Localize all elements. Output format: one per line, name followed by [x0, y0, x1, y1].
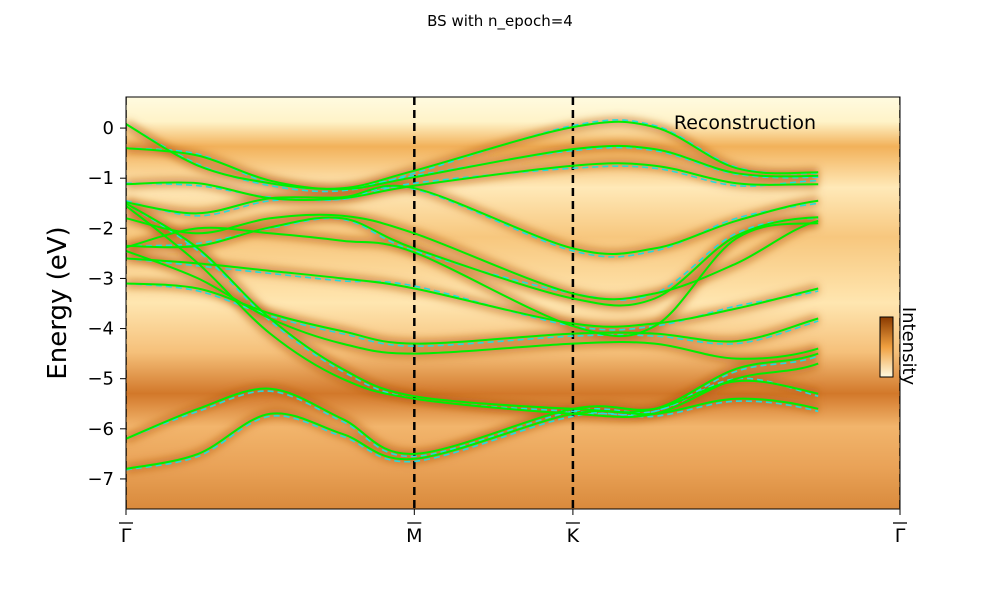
x-tick-label-2: K [567, 525, 580, 547]
reconstruction-band-9 [126, 249, 819, 360]
reconstruction-band-13 [126, 397, 819, 470]
figure-title: BS with n_epoch=4 [427, 12, 573, 31]
reconstruction-band-1 [126, 144, 819, 191]
y-tick-label: −2 [87, 218, 114, 239]
reconstruction-band-7 [126, 257, 819, 328]
x-tick-label-0: Γ [121, 525, 132, 547]
y-tick-label: 0 [103, 118, 114, 139]
y-tick-label: −3 [87, 268, 114, 289]
plot-frame [125, 96, 901, 510]
colorbar: Intensity [879, 307, 919, 386]
x-tick-label-3: Γ [895, 525, 906, 547]
y-tick-label: −7 [87, 469, 114, 490]
y-axis-ticks: 0 −1 −2 −3 −4 −5 −6 −7 [87, 118, 126, 490]
y-tick-label: −4 [87, 319, 114, 340]
y-tick-label: −5 [87, 369, 114, 390]
reference-band-9 [126, 400, 819, 471]
reconstruction-band-10 [126, 202, 819, 414]
band-lines [126, 119, 819, 471]
y-tick-label: −6 [87, 419, 114, 440]
reference-band-5 [126, 257, 819, 331]
reference-band-4 [126, 217, 819, 301]
reference-band-8 [126, 377, 819, 458]
plot-area [126, 97, 900, 509]
reconstruction-band-2 [126, 162, 819, 201]
reconstruction-band-11 [126, 205, 819, 419]
reconstruction-band-8 [126, 282, 819, 345]
reference-band-7 [126, 202, 819, 416]
reconstruction-band-3 [126, 184, 819, 256]
reconstruction-band-6 [126, 222, 819, 338]
x-tick-label-1: M [406, 525, 422, 547]
reference-band-6 [126, 282, 819, 347]
y-axis-label: Energy (eV) [43, 226, 73, 379]
y-tick-label: −1 [87, 168, 114, 189]
reconstruction-band-12 [126, 379, 819, 455]
reconstruction-band-5 [126, 216, 819, 307]
reconstruction-band-0 [126, 120, 819, 190]
colorbar-label: Intensity [898, 307, 919, 386]
reference-band-2 [126, 165, 819, 202]
reconstruction-annotation: Reconstruction [674, 112, 816, 134]
colorbar-swatch [879, 316, 894, 378]
